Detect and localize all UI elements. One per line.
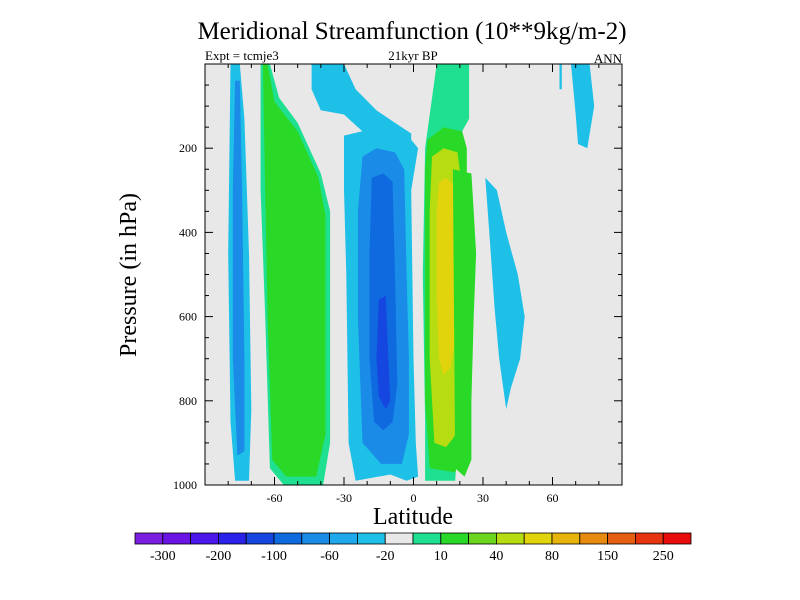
x-tick-label: 0 bbox=[411, 491, 417, 505]
colorbar-swatch bbox=[273, 532, 303, 545]
colorbar-label: -100 bbox=[261, 549, 287, 564]
colorbar-swatch bbox=[356, 532, 386, 545]
y-tick-label: 1000 bbox=[173, 478, 197, 492]
subtitle-center: 21kyr BP bbox=[388, 48, 437, 63]
chart-title: Meridional Streamfunction (10**9kg/m-2) bbox=[197, 18, 626, 45]
contour-cell-nh-mid-patch bbox=[485, 177, 525, 410]
colorbar-swatch bbox=[440, 532, 469, 545]
colorbar-swatch bbox=[384, 532, 414, 545]
axis-ticks: -60 -30 0 30 60 200 400 600 800 1000 bbox=[173, 64, 622, 505]
x-tick-label: 60 bbox=[547, 491, 559, 505]
colorbar-label: -60 bbox=[320, 549, 339, 564]
x-tick-label: 30 bbox=[477, 491, 489, 505]
subtitle-left: Expt = tcmje3 bbox=[205, 48, 279, 63]
colorbar-swatch bbox=[217, 532, 247, 545]
colorbar-swatch bbox=[607, 532, 636, 545]
colorbar-label: 80 bbox=[545, 549, 559, 564]
x-tick-label: -60 bbox=[267, 491, 283, 505]
contour-cell-sh-mid-inner bbox=[262, 64, 326, 477]
colorbar-swatch bbox=[551, 532, 581, 545]
contour-cell-tropic-south-center bbox=[376, 295, 391, 410]
y-axis-label: Pressure (in hPa) bbox=[116, 193, 142, 357]
colorbar-swatch bbox=[134, 532, 164, 545]
contour-cell-tropic-outer-top bbox=[311, 64, 412, 149]
colorbar: -300 -200 -100 -60 -20 10 40 80 150 250 bbox=[134, 532, 692, 564]
y-tick-label: 200 bbox=[179, 141, 197, 155]
colorbar-swatch bbox=[412, 532, 442, 545]
contour-cell-tropic-north-core bbox=[436, 177, 458, 376]
colorbar-swatch bbox=[190, 532, 219, 545]
colorbar-label: 10 bbox=[434, 549, 448, 564]
x-tick-label: -30 bbox=[336, 491, 352, 505]
colorbar-label: -300 bbox=[150, 549, 176, 564]
colorbar-label: -200 bbox=[206, 549, 232, 564]
colorbar-swatch bbox=[468, 532, 497, 545]
x-axis-label: Latitude bbox=[373, 504, 453, 530]
colorbar-label: 40 bbox=[489, 549, 503, 564]
colorbar-swatch bbox=[245, 532, 275, 545]
colorbar-swatch bbox=[662, 532, 692, 545]
contour-cell-sh-far-inner bbox=[232, 80, 245, 456]
y-tick-label: 400 bbox=[179, 225, 197, 239]
y-tick-label: 600 bbox=[179, 310, 197, 324]
colorbar-swatch bbox=[329, 532, 358, 545]
contour-cell-nh-high-spike bbox=[559, 64, 562, 90]
colorbar-swatch bbox=[301, 532, 330, 545]
colorbar-swatch bbox=[635, 532, 664, 545]
contour-cell-tropic-north-right bbox=[452, 169, 477, 477]
colorbar-label: -20 bbox=[376, 549, 395, 564]
subtitle-right: ANN bbox=[594, 51, 623, 66]
colorbar-label: 150 bbox=[597, 549, 618, 564]
y-tick-label: 800 bbox=[179, 394, 197, 408]
colorbar-swatch bbox=[162, 532, 192, 545]
contour-regions bbox=[228, 64, 595, 485]
colorbar-swatch bbox=[495, 532, 525, 545]
colorbar-label: 250 bbox=[653, 549, 674, 564]
colorbar-swatch bbox=[523, 532, 553, 545]
colorbar-swatch bbox=[579, 532, 608, 545]
contour-cell-nh-high-patch bbox=[571, 64, 595, 149]
